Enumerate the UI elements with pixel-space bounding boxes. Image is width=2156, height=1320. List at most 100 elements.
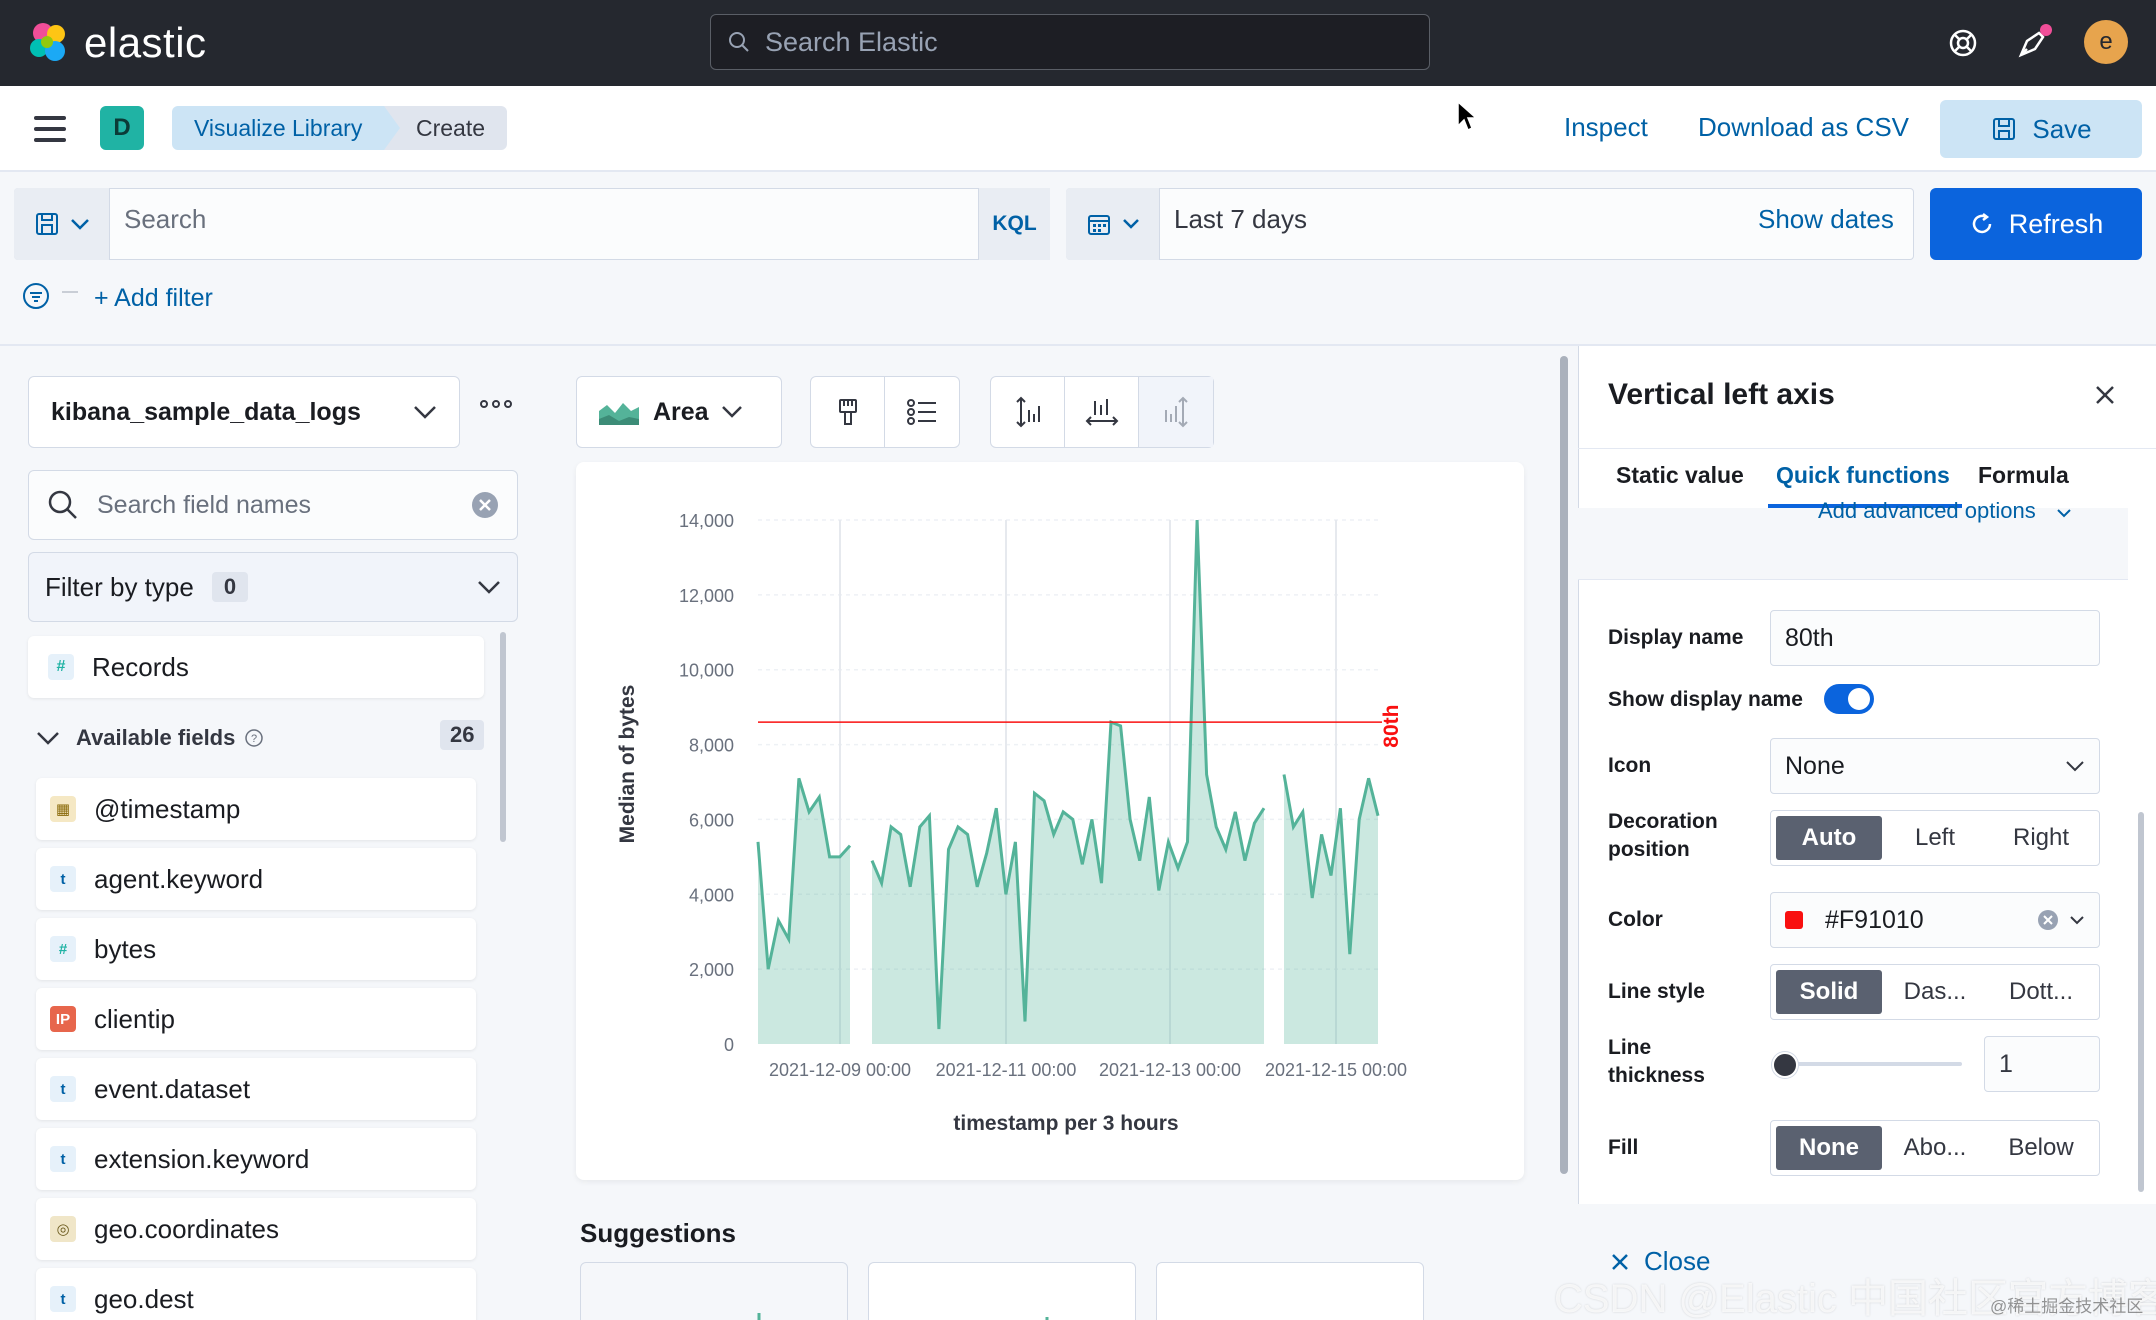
color-label: Color [1608,908,1663,931]
line-style-solid-option[interactable]: Solid [1776,970,1882,1014]
suggestion-card[interactable] [1156,1262,1424,1320]
filter-by-type-button[interactable]: Filter by type 0 [28,552,518,622]
field-type-icon: t [50,866,76,892]
menu-icon[interactable] [34,116,66,142]
field-search-input[interactable]: Search field names [28,470,518,540]
tab-formula[interactable]: Formula [1978,462,2069,488]
close-icon[interactable] [2094,384,2116,406]
breadcrumb-visualize-library[interactable]: Visualize Library [172,106,406,150]
help-lifebuoy-icon [1949,29,1977,57]
field-item[interactable]: t event.dataset [36,1058,476,1120]
field-item[interactable]: ◎ geo.coordinates [36,1198,476,1260]
data-view-selector[interactable]: kibana_sample_data_logs [28,376,460,448]
refresh-button[interactable]: Refresh [1930,188,2142,260]
inspect-button[interactable]: Inspect [1564,112,1648,142]
visual-options-button[interactable] [811,377,885,447]
left-axis-button[interactable] [991,377,1065,447]
thickness-slider-handle[interactable] [1772,1052,1798,1078]
calendar-icon [1087,215,1110,235]
decoration-right-option[interactable]: Right [2012,824,2070,851]
date-range-value[interactable]: Last 7 days [1174,204,1307,234]
watermark-text: CSDN @Elastic 中国社区官方博客 [1554,1277,2156,1320]
svg-text:?: ? [251,733,257,745]
field-list-scrollbar[interactable] [500,632,506,842]
bottom-axis-button[interactable] [1065,377,1139,447]
elastic-logo[interactable]: elastic [26,18,207,68]
flyout-scrollbar[interactable] [2138,812,2144,1192]
line-style-dashed-option[interactable]: Das... [1903,978,1967,1005]
right-axis-button[interactable] [1139,377,1213,447]
download-csv-button[interactable]: Download as CSV [1698,112,1909,142]
flyout-footer [1578,1204,2156,1320]
x-tick-label: 2021-12-09 00:00 [769,1060,911,1080]
saved-query-button[interactable] [14,188,110,260]
color-picker[interactable]: #F91010 [1770,892,2100,948]
y-tick-label: 4,000 [689,885,734,905]
suggestion-card[interactable] [868,1262,1136,1320]
icon-select[interactable]: None [1770,738,2100,794]
news-button[interactable] [2010,20,2056,66]
field-item[interactable]: IP clientip [36,988,476,1050]
query-search-input[interactable]: Search [124,204,207,234]
query-bar[interactable] [14,188,1050,260]
workspace-scrollbar[interactable] [1560,356,1568,1174]
display-name-input[interactable]: 80th [1770,610,2100,666]
more-options-icon[interactable] [480,400,512,408]
icon-select-value: None [1785,751,1845,780]
field-item[interactable]: t extension.keyword [36,1128,476,1190]
decoration-position-group: Auto Left Right [1770,810,2100,866]
tab-quick-functions[interactable]: Quick functions [1776,462,1950,488]
thickness-slider-track[interactable] [1786,1062,1962,1066]
user-avatar[interactable]: e [2084,20,2128,64]
legend-button[interactable] [885,377,959,447]
flyout-title: Vertical left axis [1608,378,1835,411]
chart-panel: 80th 0 2,000 4,000 6,000 8,000 10,000 12,000 14… [576,462,1524,1180]
global-search-input[interactable]: Search Elastic [710,14,1430,70]
filter-menu-icon[interactable] [22,282,82,310]
field-item[interactable]: # bytes [36,918,476,980]
advanced-options-link[interactable]: Add advanced options [1818,498,2072,524]
x-tick-label: 2021-12-13 00:00 [1099,1060,1241,1080]
field-type-icon: IP [50,1006,76,1032]
quick-date-menu-button[interactable] [1066,188,1160,260]
reference-line-group: 80th [758,705,1403,748]
fill-none-option[interactable]: None [1776,1126,1882,1170]
tab-static-value[interactable]: Static value [1616,462,1744,488]
show-display-name-toggle[interactable] [1824,684,1874,714]
line-style-label: Line style [1608,980,1705,1003]
field-item[interactable]: t geo.dest [36,1268,476,1320]
available-fields-header[interactable]: Available fields ? [36,718,484,758]
y-tick-label: 6,000 [689,810,734,830]
field-item[interactable]: t agent.keyword [36,848,476,910]
refresh-icon [1972,213,1991,234]
area-chart[interactable]: 80th 0 2,000 4,000 6,000 8,000 10,000 12,000 14… [576,462,1524,1180]
show-dates-link[interactable]: Show dates [1758,204,1894,234]
clear-icon[interactable] [2037,909,2059,931]
records-field[interactable]: # Records [28,636,484,698]
decoration-auto-option[interactable]: Auto [1776,816,1882,860]
kql-language-button[interactable]: KQL [978,188,1050,260]
number-type-icon: # [48,654,74,680]
field-type-icon: t [50,1076,76,1102]
fill-label: Fill [1608,1136,1639,1159]
date-picker[interactable] [1066,188,1914,260]
series-area [758,778,850,1044]
close-flyout-button[interactable]: Close [1610,1246,1710,1277]
question-icon: ? [245,729,264,747]
field-item[interactable]: ▦ @timestamp [36,778,476,840]
save-button[interactable]: Save [1940,100,2142,158]
search-icon [729,32,749,52]
fill-above-option[interactable]: Abo... [1903,1134,1967,1161]
fill-below-option[interactable]: Below [2008,1134,2074,1161]
decoration-left-option[interactable]: Left [1914,824,1956,851]
suggestion-card[interactable] [580,1262,848,1320]
thickness-input[interactable]: 1 [1984,1036,2100,1092]
y-tick-label: 8,000 [689,736,734,756]
chart-type-selector[interactable]: Area [576,376,782,448]
space-avatar[interactable]: D [100,106,144,150]
help-button[interactable] [1940,20,1986,66]
y-axis-label: Median of bytes [616,685,639,844]
add-filter-button[interactable]: + Add filter [94,284,213,312]
line-style-dotted-option[interactable]: Dott... [2008,978,2074,1005]
clear-icon[interactable] [471,491,499,519]
